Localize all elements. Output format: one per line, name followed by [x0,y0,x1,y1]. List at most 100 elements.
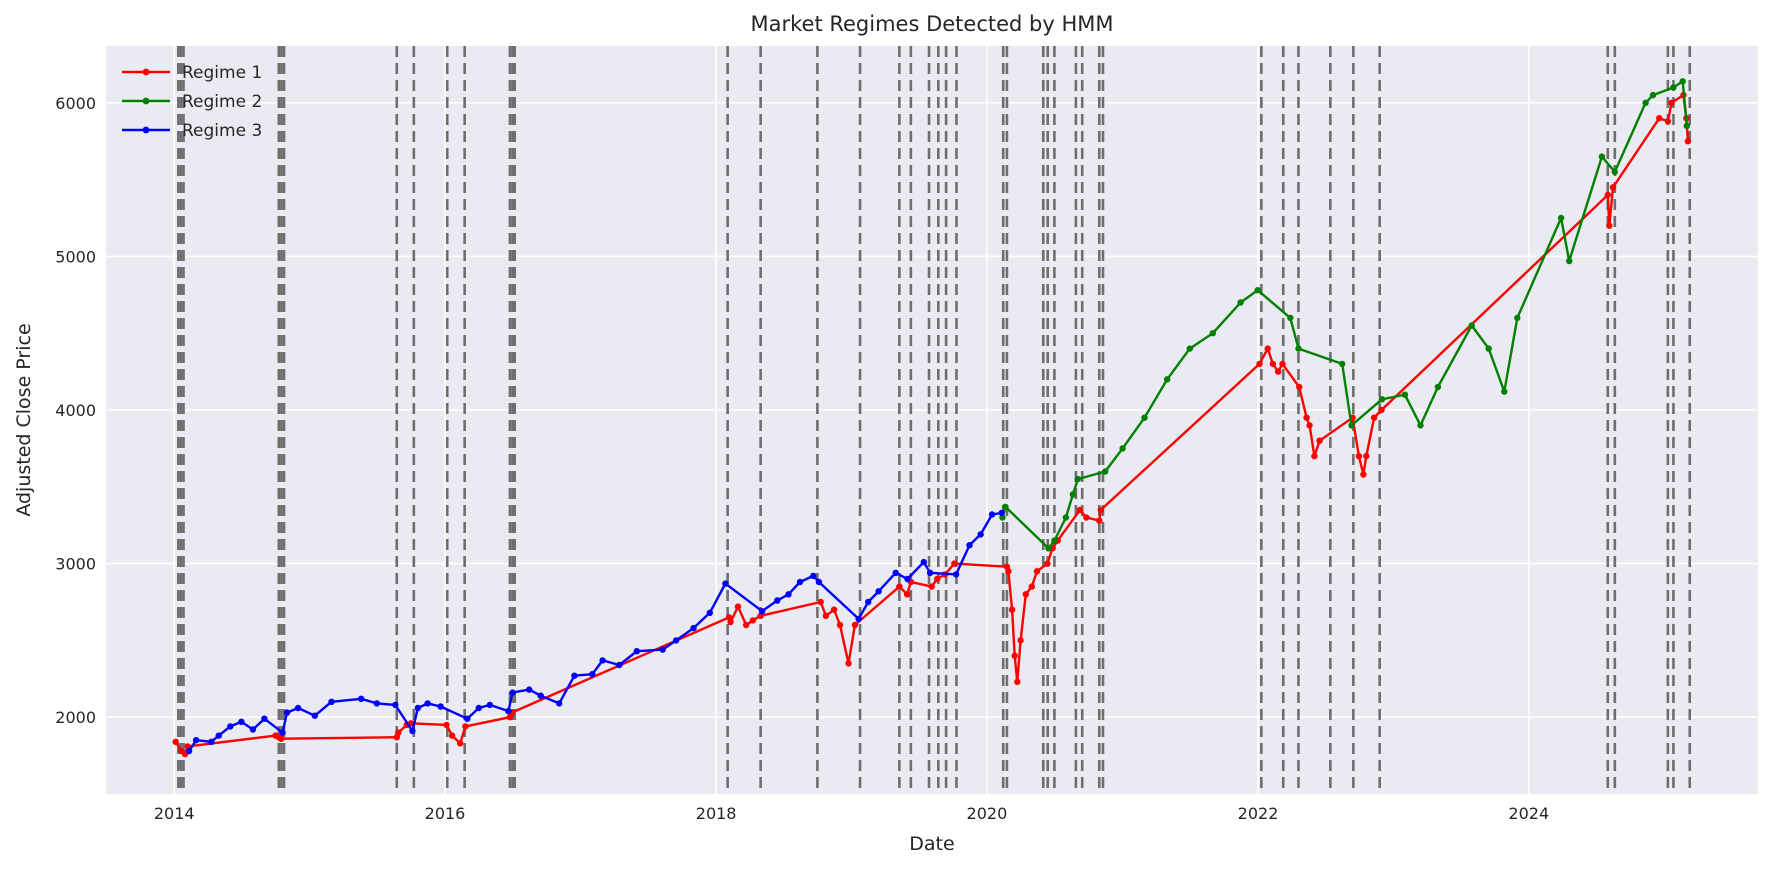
data-point [1306,422,1313,429]
data-point [817,598,824,606]
data-point [279,729,286,736]
data-point [443,721,450,729]
data-point [392,701,399,709]
y-tick-label: 2000 [55,708,96,727]
data-point [1287,314,1294,322]
data-point [1485,345,1492,352]
data-point [865,598,872,606]
data-point [1062,514,1070,521]
y-tick-label: 3000 [55,555,96,574]
x-tick-label: 2024 [1508,804,1549,823]
data-point [758,608,766,615]
data-point [1296,383,1303,391]
data-point [1468,322,1475,329]
legend-marker [142,126,150,134]
data-point [706,609,713,616]
data-point [1074,475,1082,483]
data-point [1256,360,1263,368]
data-point [1401,391,1409,398]
data-point [599,657,606,664]
data-point [836,621,844,629]
data-point [1279,360,1286,368]
data-point [796,578,804,586]
data-point [904,575,911,583]
y-axis-label: Adjusted Close Price [13,323,35,516]
y-axis-ticks: 2000 3000 4000 5000 6000 [55,94,96,727]
y-tick-label: 4000 [55,401,96,420]
data-point [328,698,335,705]
legend-marker [142,97,150,105]
data-point [892,569,899,576]
data-point [1102,468,1109,475]
data-point [1370,414,1378,421]
data-point [749,617,757,624]
data-point [1002,503,1009,510]
data-point [277,735,285,742]
y-tick-label: 6000 [55,94,96,113]
data-point [1076,506,1084,514]
data-point [774,597,781,604]
plot-background [106,46,1758,794]
data-point [785,591,792,598]
data-point [1022,591,1029,598]
data-point [1097,506,1105,514]
data-point [1316,437,1323,444]
data-point [227,723,234,730]
data-point [1557,214,1565,222]
data-point [1649,91,1657,99]
grid-lines [106,46,1758,794]
data-point [238,718,245,725]
data-point [966,542,973,549]
data-point [1363,452,1370,460]
data-point [1295,345,1302,352]
x-axis-ticks: 2014 2016 2018 2020 2022 2024 [154,804,1549,823]
data-point [1014,678,1021,686]
data-point [462,723,469,730]
data-point [633,648,640,655]
legend-label: Regime 2 [182,92,262,112]
data-point [1355,452,1363,460]
data-point [526,686,533,693]
data-point [1005,568,1012,575]
data-point [172,738,179,745]
data-point [457,740,464,747]
data-point [208,738,215,745]
chart-title: Market Regimes Detected by HMM [751,12,1114,36]
data-point [1303,414,1310,421]
data-point [934,575,941,583]
legend-marker [142,68,150,76]
data-point [722,580,729,587]
data-point [1237,299,1244,306]
data-point [1598,153,1606,160]
data-point [311,712,318,719]
legend-label: Regime 1 [182,63,262,83]
data-point [215,732,222,739]
data-point [1045,545,1052,552]
data-point [727,618,734,626]
data-point [672,637,680,644]
data-point [830,606,838,613]
data-point [505,707,512,715]
data-point [1141,414,1148,421]
data-point [1008,606,1016,613]
data-point [1311,452,1318,460]
data-point [855,615,862,623]
data-point [192,737,200,744]
data-point [537,692,544,699]
data-point [903,591,911,598]
data-point [475,704,482,712]
data-point [1679,78,1686,85]
data-point [464,715,471,722]
x-tick-label: 2022 [1238,804,1279,823]
data-point [1604,191,1612,199]
data-point [1664,118,1672,125]
data-point [1656,115,1663,122]
data-point [1269,360,1277,368]
data-point [1119,445,1126,452]
x-tick-label: 2020 [967,804,1008,823]
data-point [1209,330,1217,337]
data-point [373,700,380,707]
data-point [1051,537,1058,544]
data-point [185,747,193,755]
data-point [556,700,563,707]
